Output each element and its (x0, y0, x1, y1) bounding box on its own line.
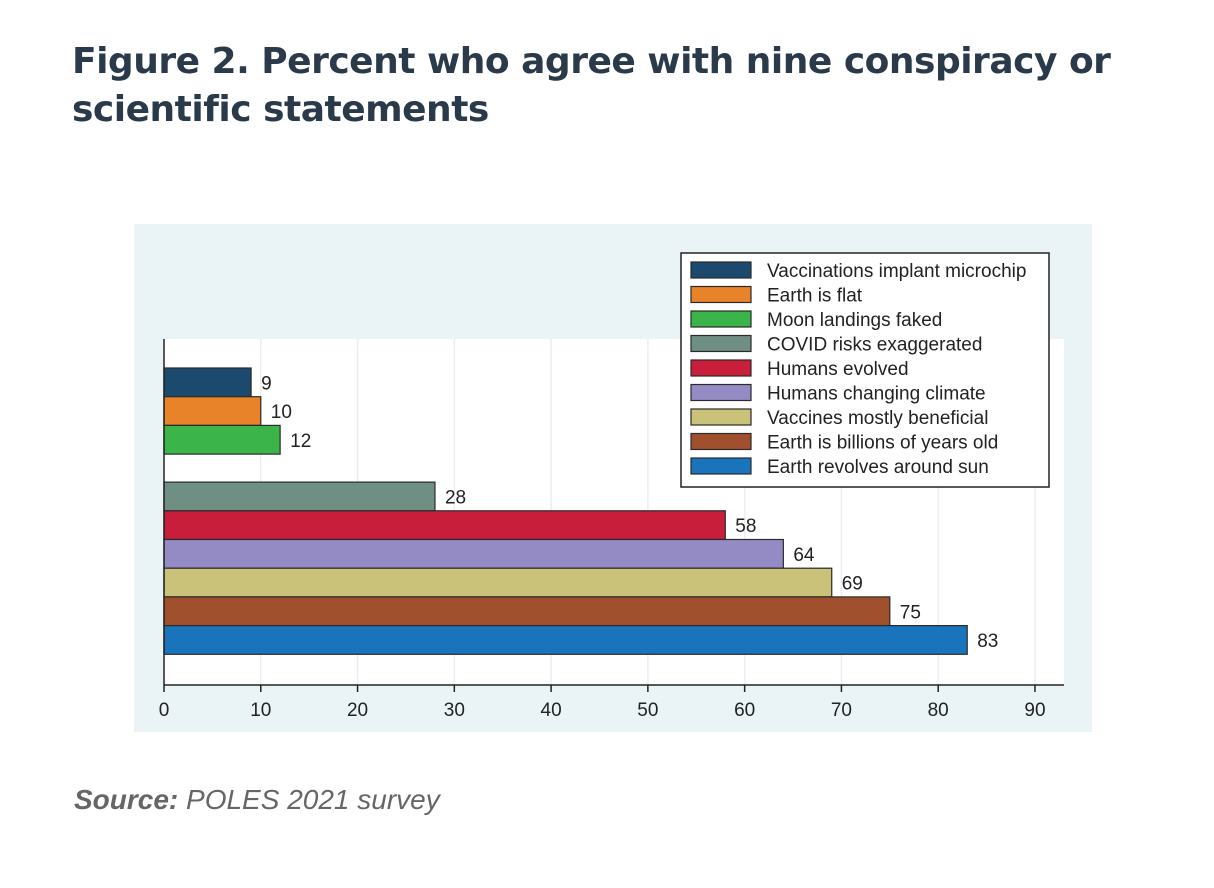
legend-swatch (690, 359, 752, 377)
x-tick-label: 80 (928, 700, 949, 721)
bar-value-label: 64 (793, 545, 815, 566)
legend-swatch (690, 432, 752, 451)
legend-label: Humans changing climate (767, 384, 986, 405)
bar (163, 367, 252, 398)
legend-swatch (690, 457, 752, 475)
figure-title: Figure 2. Percent who agree with nine co… (72, 41, 1111, 130)
bar (163, 481, 436, 512)
bar-value-label: 28 (445, 487, 466, 508)
bar-value-label: 83 (977, 631, 998, 652)
legend-label: Vaccines mostly beneficial (767, 408, 988, 429)
bar-value-label: 75 (900, 602, 921, 623)
x-tick-label: 60 (734, 700, 755, 721)
bar-value-label: 69 (842, 574, 863, 595)
bar (163, 424, 281, 455)
legend-label: Earth is billions of years old (767, 433, 998, 454)
bar-value-label: 9 (261, 373, 272, 394)
bar-value-label: 10 (271, 402, 292, 423)
x-tick-label: 30 (444, 700, 465, 721)
legend-swatch (690, 383, 752, 402)
legend-label: Humans evolved (767, 359, 909, 380)
x-tick-label: 50 (637, 700, 658, 721)
x-tick-label: 70 (831, 700, 852, 721)
bar (163, 510, 726, 541)
x-tick-label: 10 (250, 700, 271, 721)
figure-source: Source: POLES 2021 survey (74, 784, 440, 816)
legend-label: Moon landings faked (767, 310, 942, 331)
bar-chart: 9 10 12 28 58 64 69 75 83 0 10 20 30 40 50 60 70 80 90 Vacc… (134, 224, 1092, 732)
bar (163, 625, 968, 655)
bar-value-label: 58 (735, 516, 756, 537)
x-tick-label: 20 (347, 700, 368, 721)
legend-label: COVID risks exaggerated (767, 335, 982, 356)
x-tick-label: 40 (541, 700, 562, 721)
bar (163, 596, 891, 627)
legend-label: Vaccinations implant microchip (767, 261, 1026, 282)
source-text: POLES 2021 survey (186, 784, 440, 815)
legend-label: Earth revolves around sun (767, 457, 989, 478)
legend-swatch (690, 310, 752, 328)
bar-value-label: 12 (290, 431, 311, 452)
x-tick-label: 0 (159, 700, 170, 721)
legend-swatch (690, 261, 752, 279)
legend-swatch (690, 334, 752, 353)
legend-label: Earth is flat (767, 286, 863, 307)
bar (163, 538, 784, 569)
x-tick-label: 90 (1024, 700, 1045, 721)
chart-container: 9 10 12 28 58 64 69 75 83 0 10 20 30 40 50 60 70 80 90 Vacc… (134, 224, 1092, 732)
legend-swatch (690, 285, 752, 304)
bar (163, 567, 833, 598)
bar (163, 396, 262, 426)
legend-swatch (690, 408, 752, 426)
source-label: Source: (74, 784, 179, 815)
